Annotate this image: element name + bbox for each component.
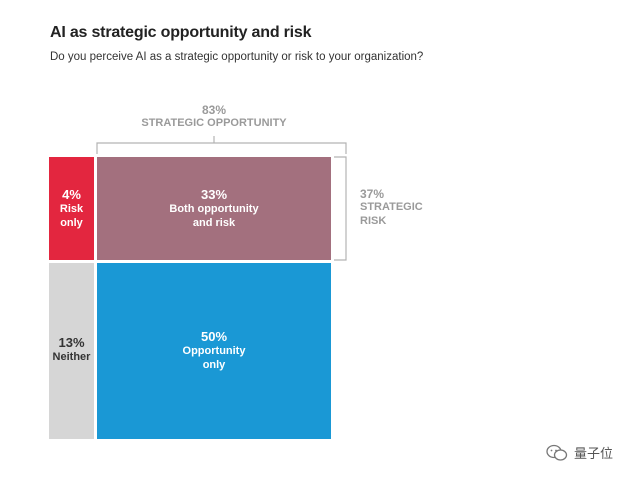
- strategic-risk-label: 37% STRATEGIC RISK: [360, 187, 423, 228]
- risk-only-pct: 4%: [62, 187, 81, 202]
- watermark: 量子位: [546, 443, 613, 462]
- neither-label: Neither: [52, 351, 91, 364]
- opportunity-only-label-2: only: [202, 359, 226, 371]
- strategic-risk-text-2: RISK: [360, 214, 387, 227]
- watermark-text: 量子位: [574, 446, 614, 461]
- strategic-opportunity-label: 83% STRATEGIC OPPORTUNITY: [104, 103, 324, 131]
- strategic-risk-text-1: STRATEGIC: [360, 201, 423, 214]
- neither-pct: 13%: [58, 335, 85, 350]
- both-label-1: Both opportunity: [169, 203, 259, 216]
- bracket-strategic-opportunity: [96, 142, 347, 154]
- segment-opportunity-only: 50% Opportunity only: [97, 263, 331, 439]
- strategic-opportunity-pct: 83%: [201, 103, 227, 117]
- bracket-strategic-risk: [334, 156, 347, 261]
- wechat-icon: [546, 444, 568, 461]
- segment-both: 33% Both opportunity and risk: [97, 157, 331, 260]
- risk-only-label-2: only: [60, 217, 83, 229]
- chart-title: AI as strategic opportunity and risk: [50, 24, 312, 41]
- segment-risk-only: 4% Risk only: [49, 157, 94, 260]
- strategic-risk-pct: 37%: [360, 187, 385, 201]
- both-pct: 33%: [200, 187, 228, 202]
- chart-subtitle: Do you perceive AI as a strategic opport…: [50, 51, 424, 63]
- risk-only-label-1: Risk: [59, 203, 84, 216]
- opportunity-only-label-1: Opportunity: [182, 345, 246, 358]
- both-label-2: and risk: [192, 217, 236, 229]
- segment-neither: 13% Neither: [49, 263, 94, 439]
- opportunity-only-pct: 50%: [200, 329, 228, 344]
- strategic-opportunity-text: STRATEGIC OPPORTUNITY: [141, 117, 287, 130]
